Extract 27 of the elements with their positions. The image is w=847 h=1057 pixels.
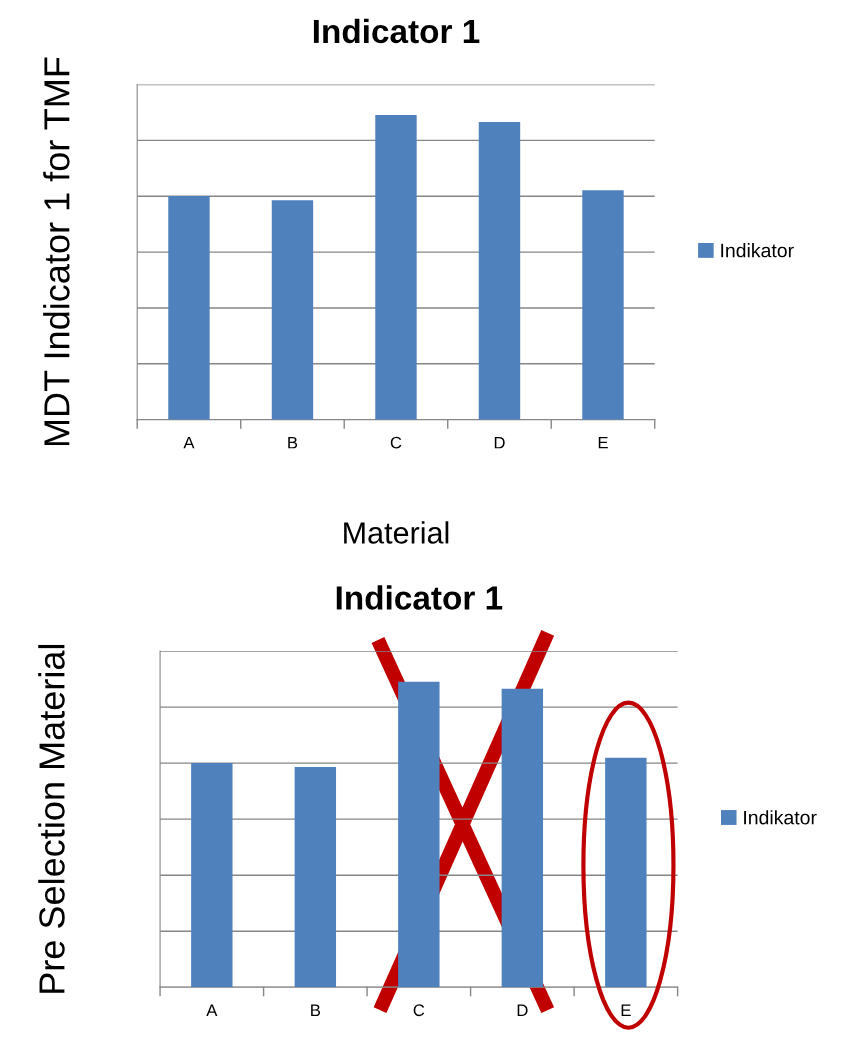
x-tick-label: B [311,1004,321,1016]
y-axis-title: Pre Selection Material [38,644,65,993]
bar [271,200,314,420]
x-axis-title: Material [344,521,449,544]
bar [191,762,233,988]
x-tick-label: E [621,1004,631,1016]
y-axis-title: MDT Indicator 1 for TMF [43,57,70,446]
x-tick-label: A [183,436,195,449]
bar [605,757,647,988]
bar [582,190,624,420]
bar [375,115,417,420]
legend-label: Indikator [721,243,794,258]
x-tick-label: B [288,436,298,449]
bar [501,688,544,988]
x-tick-label: A [206,1004,218,1016]
chart-title: Indicator 1 [336,585,503,610]
x-tick-label: E [598,436,608,449]
x-tick-label: C [390,436,402,449]
bar [294,766,337,988]
legend-label: Indikator [744,810,817,825]
x-tick-label: D [517,1004,528,1016]
x-tick-label: D [494,436,505,449]
bar [168,196,210,420]
chart-title: Indicator 1 [313,18,480,44]
bar [478,122,521,420]
x-tick-label: C [413,1004,425,1017]
bar [398,681,440,988]
